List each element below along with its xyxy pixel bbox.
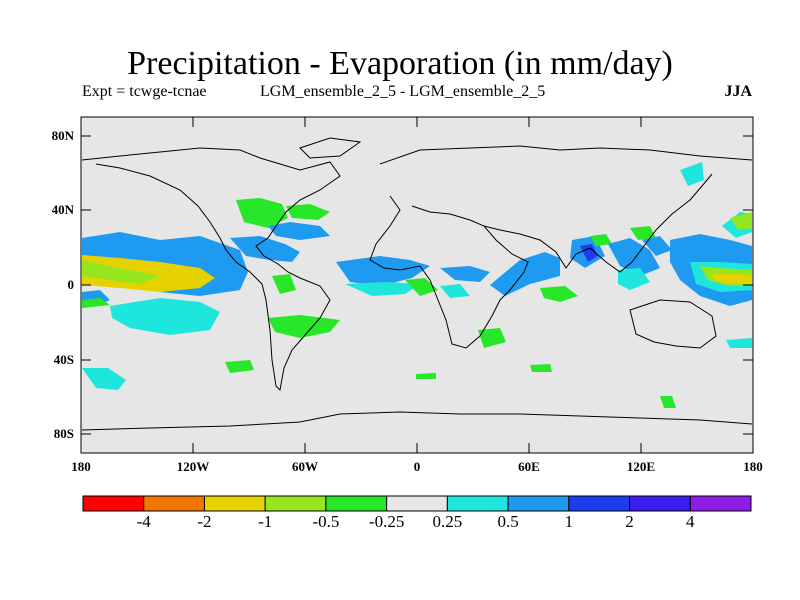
lat-label-80n: 80N	[51, 128, 74, 143]
africa-coast	[369, 195, 529, 349]
patch-bay-of-bengal-core	[580, 244, 598, 262]
comparison-label: LGM_ensemble_2_5 - LGM_ensemble_2_5	[260, 83, 546, 100]
patch-atlantic-cyan	[345, 282, 420, 296]
colorbar-box-9	[629, 495, 691, 512]
colorbar-box-3	[264, 495, 327, 512]
colorbar-label-6: 0.5	[497, 512, 519, 531]
patch-atlantic-green	[286, 204, 330, 220]
colorbar-label-8: 2	[625, 512, 634, 531]
season-label: JJA	[724, 83, 752, 100]
patch-gulf-of-guinea-green	[405, 278, 438, 296]
colorbar-box-7	[507, 495, 570, 512]
map-title: Precipitation - Evaporation (in mm/day)	[127, 45, 673, 82]
patch-atlantic-itcz	[336, 256, 430, 286]
patch-china-green	[630, 226, 656, 240]
patch-south-america-green	[268, 315, 340, 338]
eurasia-north-coast	[379, 145, 753, 165]
patch-nw-pacific-green	[730, 212, 752, 230]
coastlines	[81, 137, 753, 431]
patch-south-atlantic-green	[416, 373, 436, 379]
patch-amazon-green	[272, 274, 296, 294]
lat-label-40s: 40S	[53, 352, 74, 367]
colorbar	[82, 495, 752, 512]
patch-southern-pacific-cyan	[82, 368, 126, 390]
patch-south-pacific-cyan	[110, 298, 220, 335]
australia-coast	[629, 299, 717, 349]
lon-label-120e: 120E	[626, 459, 656, 474]
patch-africa-blue	[440, 266, 490, 282]
colorbar-label-0: -4	[136, 512, 151, 531]
colorbar-label-7: 1	[564, 512, 574, 531]
patch-pacific-dry-core	[82, 255, 215, 292]
colorbar-label-4: -0.25	[368, 512, 405, 531]
colorbar-label-5: 0.25	[432, 512, 463, 531]
patch-west-pacific-yellow	[712, 274, 752, 284]
lon-label-120w: 120W	[176, 459, 210, 474]
colorbar-box-1	[143, 495, 205, 512]
patch-south-africa-green	[478, 328, 506, 348]
latitude-ticks	[81, 135, 753, 435]
longitude-ticks	[192, 117, 642, 453]
patch-philippines-blue	[642, 236, 672, 256]
patch-maritime-cyan	[618, 268, 650, 290]
patch-indian-green	[540, 286, 578, 302]
colorbar-label-9: 4	[686, 512, 695, 531]
lon-label-180w: 180	[71, 459, 91, 474]
colorbar-box-8	[568, 495, 631, 512]
lat-label-0: 0	[67, 277, 75, 292]
experiment-label: Expt = tcwge-tcnae	[82, 83, 207, 100]
colorbar-box-2	[203, 495, 266, 512]
patch-southern-ocean-green	[660, 396, 676, 408]
patch-kamchatka-cyan	[680, 162, 704, 186]
lon-label-60e: 60E	[518, 459, 540, 474]
lon-label-180e: 180	[743, 459, 763, 474]
patch-pacific-dry-inner	[82, 260, 160, 284]
colorbar-label-1: -2	[197, 512, 212, 531]
colorbar-box-4	[325, 495, 388, 512]
colorbar-box-10	[689, 495, 752, 512]
lon-label-0: 0	[413, 459, 421, 474]
patch-central-america	[230, 236, 300, 262]
patch-south-china-sea	[608, 238, 660, 276]
patch-africa-cyan	[440, 284, 470, 298]
lat-label-80s: 80S	[53, 426, 74, 441]
lon-label-60w: 60W	[292, 459, 318, 474]
lat-label-40n: 40N	[51, 202, 74, 217]
patch-indian-ocean-blue	[490, 252, 560, 296]
patch-india-green	[590, 234, 612, 246]
patch-southern-pacific-green	[225, 360, 254, 373]
greenland-coast	[299, 137, 362, 159]
colorbar-label-3: -0.5	[312, 512, 340, 531]
patch-pacific-south-green	[82, 298, 110, 308]
patch-south-pacific-east-cyan	[726, 338, 752, 348]
colorbar-box-6	[446, 495, 509, 512]
patch-gulf-stream	[268, 222, 330, 240]
patch-north-america-green	[236, 198, 288, 228]
colorbar-box-0	[82, 495, 145, 512]
colorbar-box-5	[386, 495, 448, 512]
patch-indian-south-green	[530, 364, 552, 372]
americas-coast	[81, 147, 341, 392]
colorbar-label-2: -1	[258, 512, 273, 531]
anomaly-patches	[82, 162, 752, 408]
antarctica-coast	[81, 411, 753, 431]
south-asia-coast	[483, 173, 713, 273]
